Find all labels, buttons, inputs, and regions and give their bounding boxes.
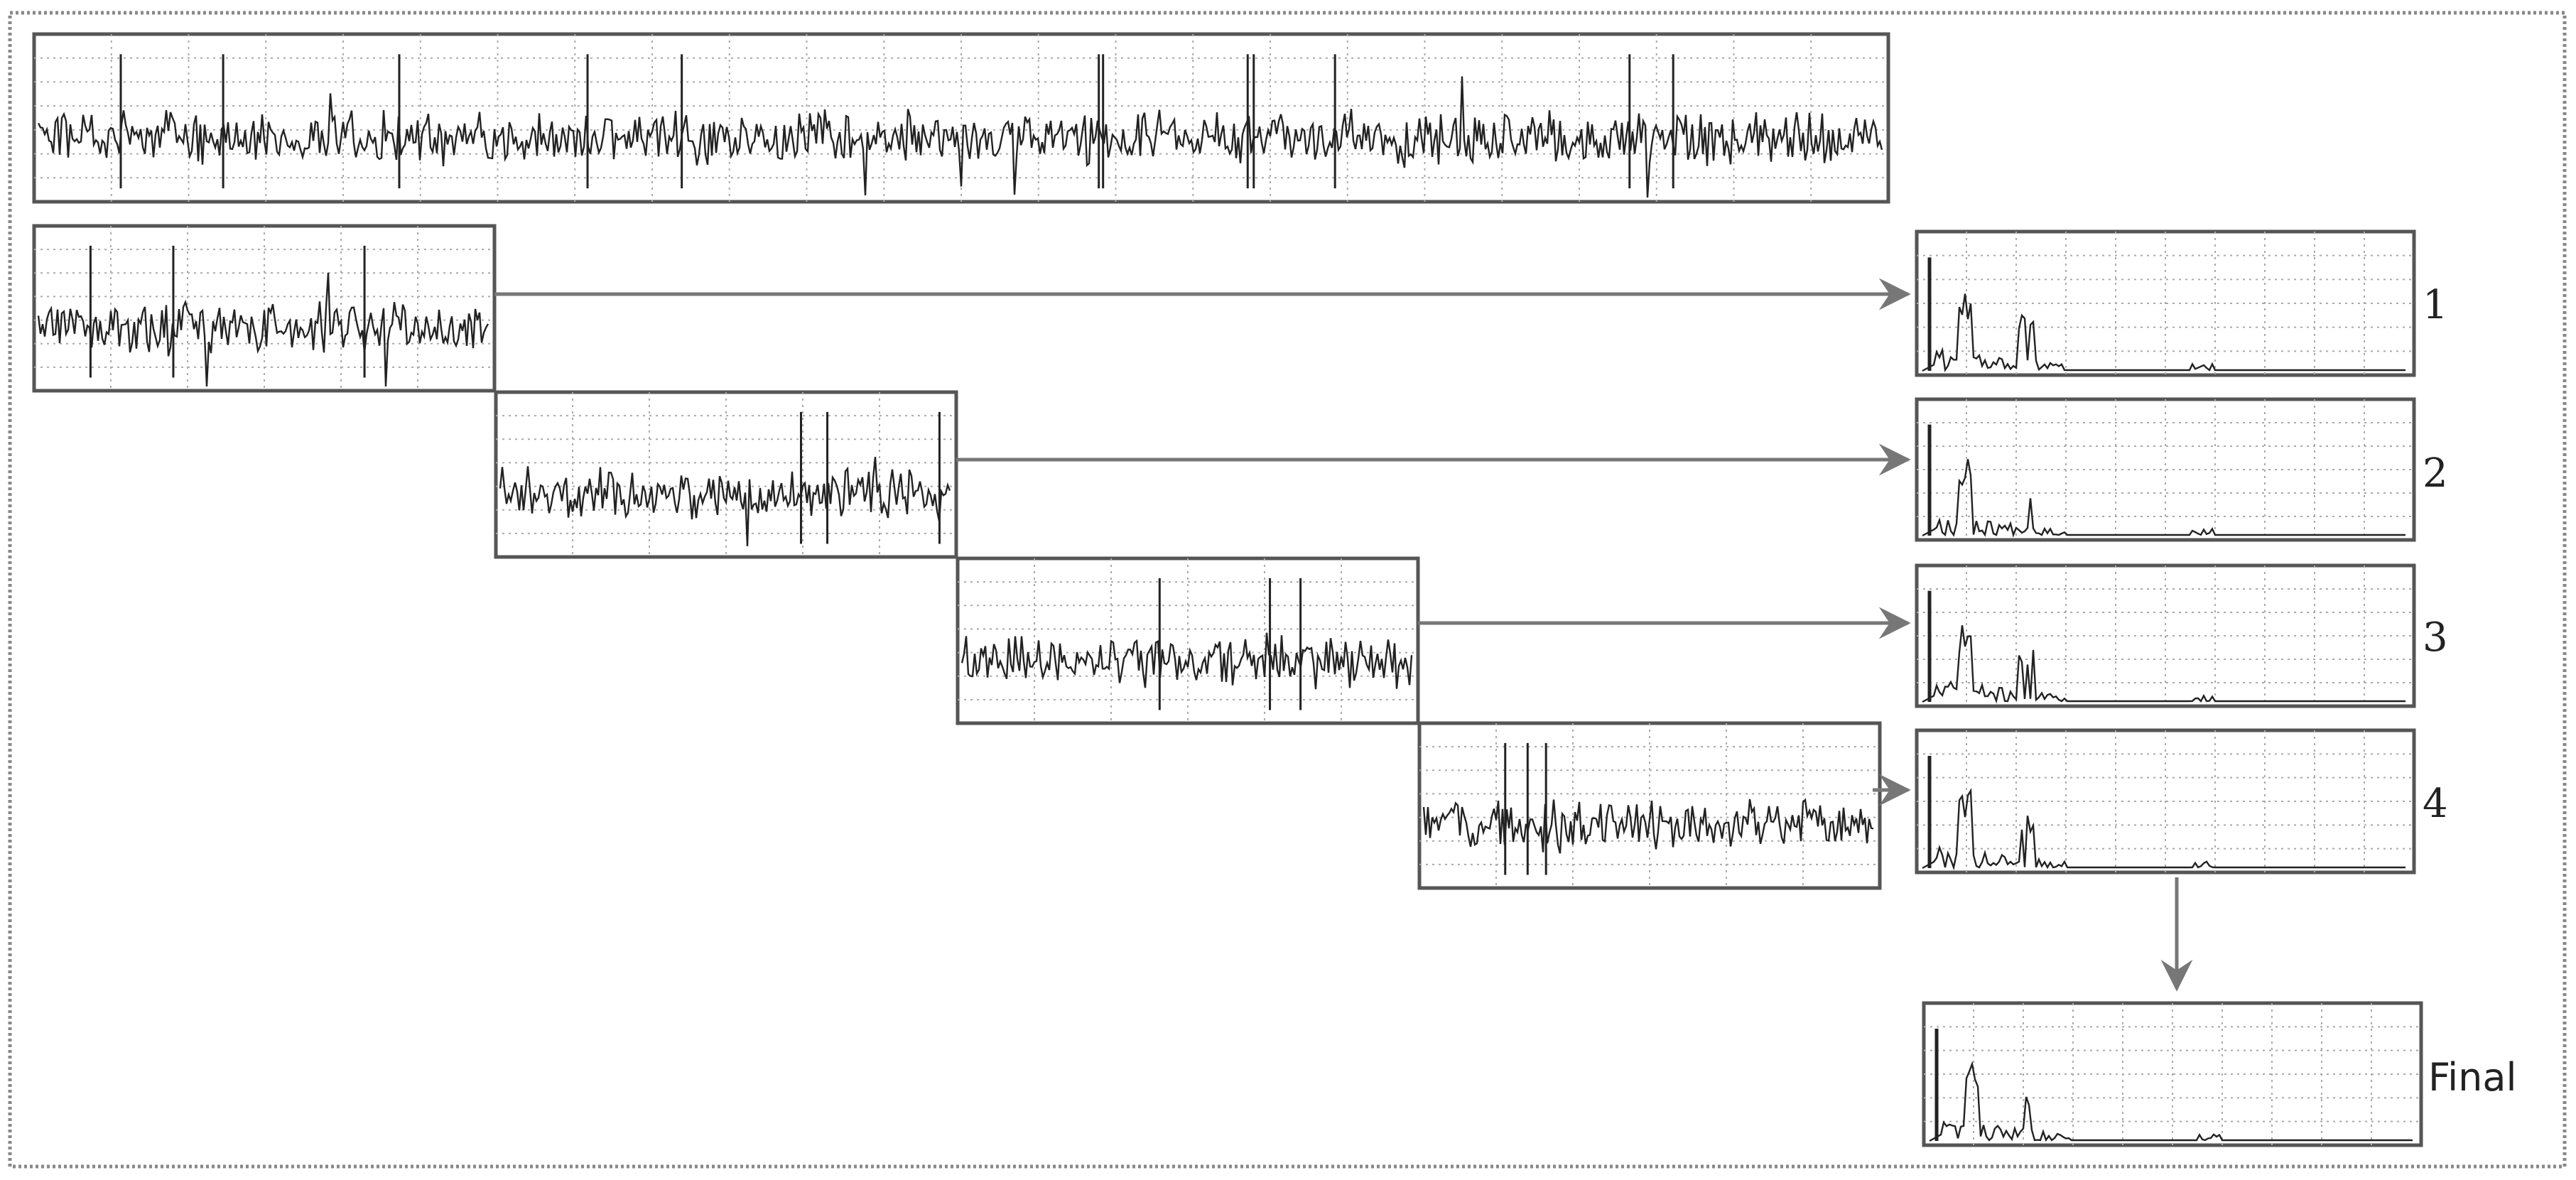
spectrum-trace bbox=[1922, 788, 2405, 871]
spectrum-trace bbox=[1922, 459, 2405, 538]
label-spectrum-2: 2 bbox=[2423, 450, 2448, 497]
label-spectrum-1: 1 bbox=[2423, 282, 2448, 328]
spectrum-trace bbox=[1922, 625, 2405, 704]
outer-frame bbox=[8, 11, 2567, 1169]
signal-trace bbox=[1422, 798, 1874, 854]
spectrum-trace bbox=[1929, 1061, 2413, 1142]
panel-segment-4 bbox=[1417, 721, 1882, 890]
panel-spectrum-1 bbox=[1915, 229, 2416, 377]
panel-border bbox=[956, 556, 1420, 725]
panel-spectrum-final bbox=[1922, 1001, 2423, 1147]
panel-segment-1 bbox=[32, 224, 497, 393]
panel-spectrum-3 bbox=[1915, 563, 2416, 708]
panel-spectrum-4 bbox=[1915, 728, 2416, 875]
panel-full-signal bbox=[32, 32, 1890, 204]
panel-border bbox=[1417, 721, 1882, 890]
panel-segment-2 bbox=[494, 390, 958, 559]
panel-border bbox=[32, 224, 497, 393]
signal-trace bbox=[499, 456, 951, 546]
label-spectrum-final: Final bbox=[2428, 1055, 2516, 1100]
signal-trace bbox=[960, 632, 1413, 690]
label-spectrum-3: 3 bbox=[2423, 615, 2448, 661]
panel-border bbox=[494, 390, 958, 559]
label-spectrum-4: 4 bbox=[2423, 781, 2448, 827]
panel-spectrum-2 bbox=[1915, 397, 2416, 542]
spectrum-trace bbox=[1922, 293, 2405, 373]
signal-trace bbox=[37, 76, 1883, 198]
signal-trace bbox=[37, 272, 489, 387]
panel-segment-3 bbox=[956, 556, 1420, 725]
